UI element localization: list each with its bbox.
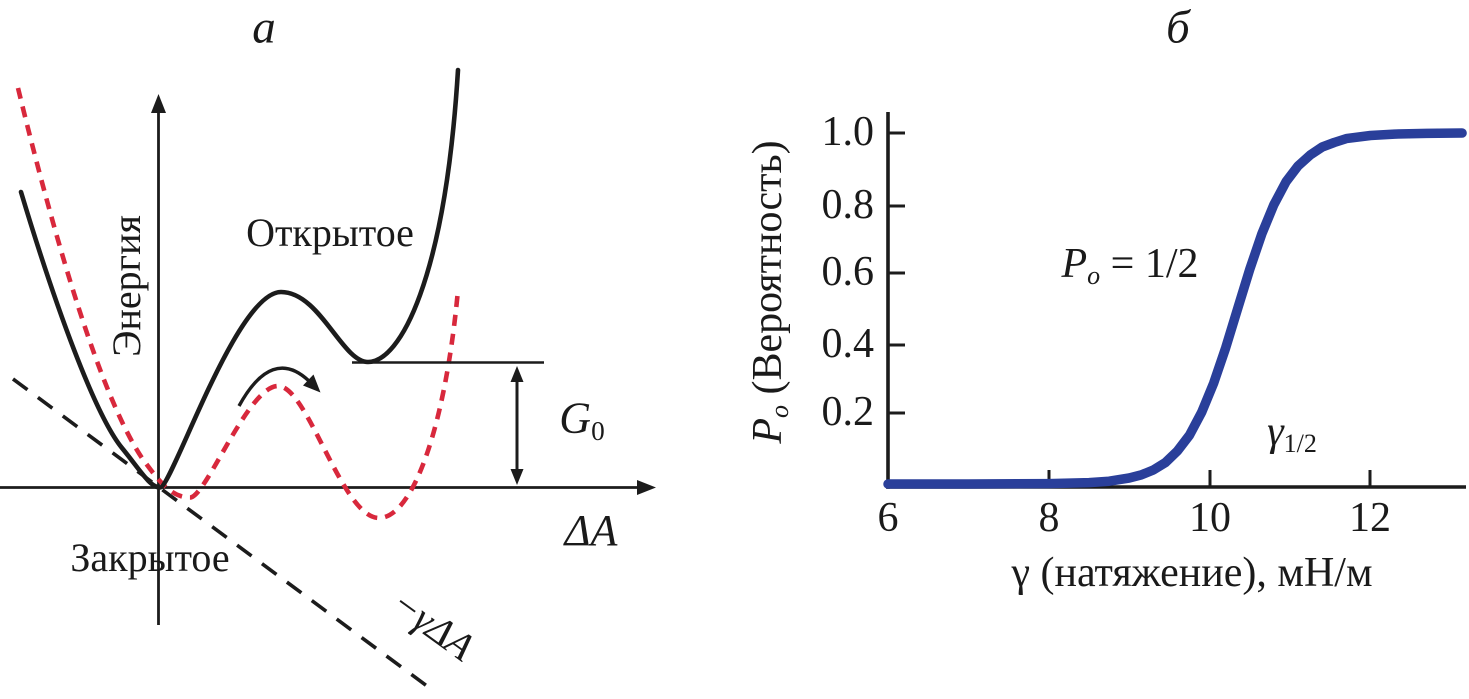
panel-b-x-axis-title: γ (натяжение), мН/м [1011, 550, 1373, 596]
gamma-half-annotation: γ1/2 [1267, 411, 1317, 457]
ytick-1.0: 1.0 [821, 109, 875, 156]
energy-curve-with-tension [15, 87, 461, 521]
ytick-0.6: 0.6 [821, 249, 875, 296]
closed-state-label: Закрытое [70, 535, 230, 580]
half-open-subscript: o [1087, 261, 1101, 291]
tension-tilt-dashed-line [11, 377, 433, 691]
g0-label: G0 [559, 393, 605, 447]
gamma-half-subscript: 1/2 [1283, 429, 1317, 459]
ytick-0.2: 0.2 [821, 389, 875, 436]
g0-arrowhead-down [510, 469, 524, 485]
panel-b-y-axis-title: Po (Вероятность) [744, 140, 795, 444]
g0-subscript: 0 [591, 416, 605, 447]
half-open-rest: = 1/2 [1100, 240, 1199, 287]
po-subscript: o [765, 405, 795, 419]
panel-b-label: б [1166, 1, 1190, 54]
g0-base: G [559, 393, 592, 443]
xtick-6: 6 [877, 495, 899, 541]
panel-a-y-axis-arrowhead [151, 94, 166, 113]
panel-a-x-axis-title: ΔA [564, 506, 618, 555]
half-open-symbol: P [1061, 240, 1088, 287]
energy-curve-no-tension [18, 67, 461, 490]
half-open-annotation: Po = 1/2 [1061, 243, 1198, 289]
panel-a-label: a [252, 1, 276, 54]
po-symbol: P [744, 418, 791, 444]
xtick-12: 12 [1349, 495, 1391, 541]
xtick-8: 8 [1038, 495, 1060, 541]
open-probability-sigmoid-curve [883, 128, 1467, 489]
panel-a-y-axis-title: Энергия [104, 215, 149, 357]
panel-a-x-axis-arrowhead [637, 480, 656, 495]
panel-b-y-tickmarks [888, 131, 905, 415]
po-rest: (Вероятность) [744, 140, 791, 406]
open-state-label: Открытое [246, 210, 414, 255]
gamma-half-symbol: γ [1267, 408, 1284, 455]
g0-arrowhead-up [510, 366, 524, 382]
transition-arrowhead [303, 374, 321, 393]
ytick-0.8: 0.8 [821, 182, 875, 229]
transition-curved-arrow [237, 366, 311, 407]
ytick-0.4: 0.4 [821, 321, 875, 368]
xtick-10: 10 [1189, 495, 1231, 541]
